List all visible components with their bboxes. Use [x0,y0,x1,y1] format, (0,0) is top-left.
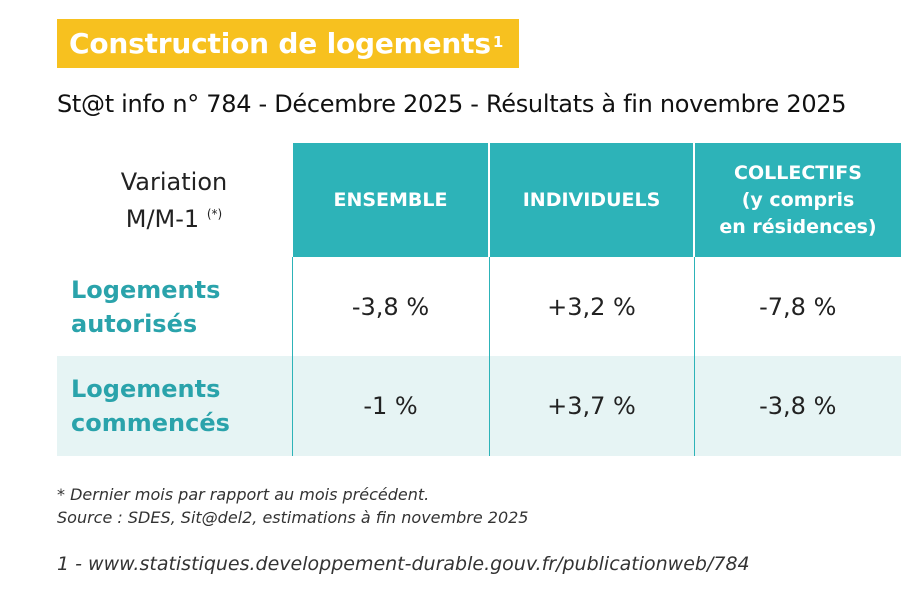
page-title: Construction de logements [69,27,491,60]
row-label-commences: Logements commencés [71,375,230,437]
table-notes: * Dernier mois par rapport au mois précé… [57,483,528,529]
note-source: Source : SDES, Sit@del2, estimations à f… [57,508,529,527]
cell-value: -3,8 % [291,257,489,356]
note-definition: * Dernier mois par rapport au mois précé… [57,485,430,504]
title-banner: Construction de logements 1 [57,19,520,68]
cell-value: +3,2 % [488,257,694,356]
column-header-individuels: INDIVIDUELS [488,143,694,257]
table-row: Logements commencés -1 % +3,7 % -3,8 % [57,356,901,456]
cell-value: -1 % [291,356,489,456]
footnote-url: 1 - www.statistiques.developpement-durab… [57,553,750,575]
table-row: Logements autorisés -3,8 % +3,2 % -7,8 % [57,257,901,356]
cell-value: +3,7 % [488,356,694,456]
row-label-autorises: Logements autorisés [71,275,221,338]
results-table: Variation M/M-1 (*) ENSEMBLE INDIVIDUELS… [57,143,901,456]
variation-period: M/M-1 (*) [125,204,223,233]
variation-label: Variation [120,167,228,196]
cell-value: -3,8 % [693,356,901,456]
column-header-ensemble: ENSEMBLE [291,143,489,257]
cell-value: -7,8 % [693,257,901,356]
variation-header: Variation M/M-1 (*) [57,143,292,257]
subtitle: St@t info n° 784 - Décembre 2025 - Résul… [57,90,847,118]
header-row: Variation M/M-1 (*) ENSEMBLE INDIVIDUELS… [57,143,901,257]
variation-note-marker: (*) [206,206,223,221]
column-header-collectifs: COLLECTIFS (y compris en résidences) [693,143,901,257]
title-footnote-marker: 1 [492,32,504,51]
